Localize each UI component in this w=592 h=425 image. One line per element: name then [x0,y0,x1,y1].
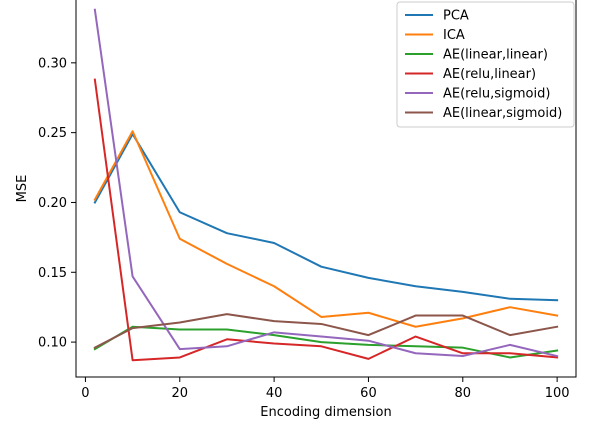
x-tick-label: 0 [81,386,89,401]
legend-label: AE(relu,sigmoid) [443,87,550,102]
y-tick-label: 0.30 [38,56,67,71]
series-line-2 [93,325,559,359]
series-line-5 [93,313,559,350]
legend-box [396,1,575,128]
legend-label: AE(linear,sigmoid) [443,106,562,121]
axes-frame [75,0,577,378]
x-tick-label: 60 [360,386,377,401]
x-tick-label: 40 [266,386,283,401]
x-tick-label: 20 [172,386,189,401]
y-tick-label: 0.10 [38,336,67,351]
x-axis: 0 20 40 60 80 100 [81,377,570,401]
x-axis-label: Encoding dimension [260,405,391,420]
legend-label: PCA [443,9,469,24]
legend-label: ICA [443,28,465,43]
legend-label: AE(relu,linear) [443,67,536,82]
y-tick-label: 0.25 [38,126,67,141]
y-axis: 0.10 0.15 0.20 0.25 0.30 [38,56,76,351]
y-tick-label: 0.20 [38,196,67,211]
legend-label: AE(linear,linear) [443,48,548,63]
y-tick-label: 0.15 [38,266,67,281]
x-tick-label: 80 [455,386,472,401]
series-line-0 [93,133,559,302]
x-tick-label: 100 [545,386,570,401]
legend: PCA ICA AE(linear,linear) AE(relu,linear) AE… [396,1,575,128]
y-axis-label: MSE [15,175,30,203]
plot-area [93,8,559,362]
series-line-1 [93,130,559,328]
